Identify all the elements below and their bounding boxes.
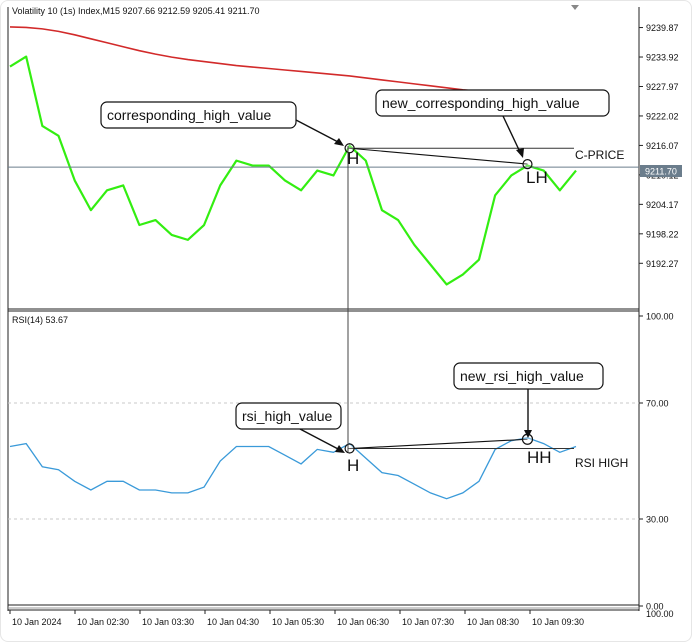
- rsi-plot: [9, 433, 577, 500]
- time-axis-label: 10 Jan 09:30: [532, 617, 584, 627]
- panel-frames: [7, 7, 640, 611]
- price-axis-label: 9239.87: [646, 23, 679, 33]
- rsi-axis-label: 70.00: [646, 399, 669, 409]
- price-mark-high: H: [347, 149, 359, 168]
- arrow-head-icon: [335, 445, 345, 453]
- rsi-line: [9, 437, 577, 500]
- symbol-info: Volatility 10 (1s) Index,M15 9207.66 921…: [12, 6, 260, 16]
- time-axis-label: 10 Jan 06:30: [337, 617, 389, 627]
- rsi-mark-higher-high: HH: [527, 448, 552, 467]
- current-price-label: 9211.70: [645, 167, 677, 177]
- callout-text: new_corresponding_high_value: [382, 95, 580, 111]
- arrow-head-icon: [524, 430, 532, 438]
- price-axis-label: 9233.92: [646, 53, 679, 63]
- rsi-trendline: [349, 438, 528, 450]
- price-plot: [8, 26, 639, 286]
- callout-box: [100, 101, 297, 129]
- time-axis-label: 10 Jan 04:30: [207, 617, 259, 627]
- callout-text: rsi_high_value: [242, 408, 332, 424]
- time-axis-label: 10 Jan 2024: [12, 617, 62, 627]
- price-axis-label: 9222.02: [646, 111, 679, 121]
- rsi-high-label: RSI HIGH: [575, 456, 628, 470]
- price-axis-label: 9227.97: [646, 82, 679, 92]
- callout-new-corresponding-high: new_corresponding_high_value: [375, 89, 610, 158]
- price-axis-label: 9216.07: [646, 141, 679, 151]
- callout-rsi-high: rsi_high_value: [235, 402, 345, 453]
- time-axis-label: 10 Jan 08:30: [467, 617, 519, 627]
- callout-corresponding-high: corresponding_high_value: [100, 101, 344, 146]
- rsi-mark-high: H: [347, 456, 359, 475]
- moving-average-line: [9, 26, 577, 98]
- lower-high-point-marker: [522, 158, 533, 170]
- price-axis-label: 9198.22: [646, 229, 679, 239]
- price-axis-label: 9204.17: [646, 200, 679, 210]
- arrow-head-icon: [334, 138, 344, 146]
- price-axis-label: 9192.27: [646, 259, 679, 269]
- callout-arrow: [295, 119, 341, 144]
- rsi-axis-label: 30.00: [646, 515, 669, 525]
- callout-arrow: [299, 428, 341, 451]
- current-price-badge: [640, 165, 682, 177]
- time-axis-label: 10 Jan 05:30: [272, 617, 324, 627]
- price-trendline: [349, 147, 528, 165]
- price-axis: 9239.879233.929227.979222.029216.079210.…: [639, 23, 679, 269]
- triangle-down-icon[interactable]: [571, 5, 579, 10]
- rsi-title: RSI(14) 53.67: [12, 315, 68, 325]
- c-price-label: C-PRICE: [575, 148, 624, 162]
- high-point-marker: [344, 143, 355, 154]
- callout-box: [235, 402, 342, 430]
- price-line: [9, 55, 577, 286]
- rsi-high-point-marker: [344, 443, 355, 454]
- rsi-axis-label: 0.00: [646, 602, 664, 612]
- callout-text: new_rsi_high_value: [460, 368, 584, 384]
- callout-box: [375, 89, 610, 117]
- callout-text: corresponding_high_value: [107, 107, 271, 123]
- callout-new-rsi-high: new_rsi_high_value: [453, 362, 604, 438]
- callout-arrow: [502, 115, 521, 153]
- time-axis: 10 Jan 2024 10 Jan 02:30 10 Jan 03:30 10 Ja…: [9, 610, 584, 627]
- time-axis-label: 10 Jan 07:30: [402, 617, 454, 627]
- rsi-axis-label-bottom: 100.00: [646, 609, 674, 619]
- price-mark-lower-high: LH: [526, 168, 548, 187]
- time-axis-label: 10 Jan 02:30: [77, 617, 129, 627]
- time-axis-label: 10 Jan 03:30: [142, 617, 194, 627]
- rsi-axis-label: 100.00: [646, 312, 674, 322]
- arrow-head-icon: [516, 148, 524, 158]
